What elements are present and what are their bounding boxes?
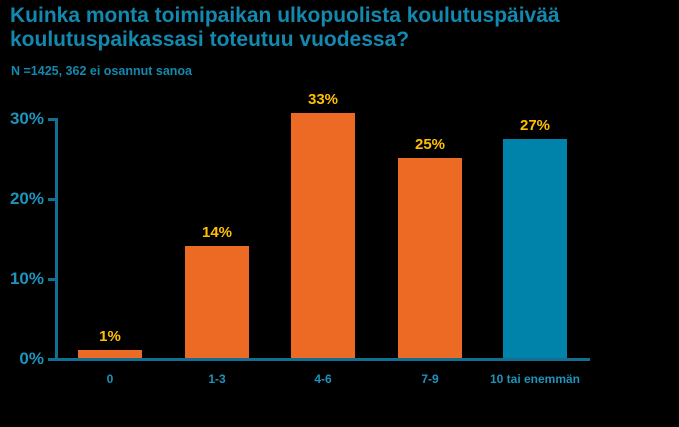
bar-7-9 <box>398 158 462 358</box>
x-category-label: 4-6 <box>314 372 332 386</box>
y-tick-mark <box>48 278 56 281</box>
bar-value-label: 27% <box>519 117 551 134</box>
x-category-label: 10 tai enemmän <box>489 372 581 386</box>
y-tick-label: 30% <box>9 109 44 128</box>
bar-value-label: 14% <box>201 224 233 241</box>
x-category-label: 1-3 <box>208 372 226 386</box>
y-tick-label: 20% <box>9 189 44 208</box>
y-tick-mark <box>48 358 56 361</box>
x-category-label: 7-9 <box>421 372 439 386</box>
y-tick-mark <box>48 118 56 121</box>
bar-value-label: 1% <box>99 328 121 345</box>
chart-title: Kuinka monta toimipaikan ulkopuolista ko… <box>10 4 560 51</box>
bar-1-3 <box>185 246 249 358</box>
x-category-label: 0 <box>106 372 114 386</box>
x-axis-line <box>55 358 590 361</box>
bar-4-6 <box>291 113 355 358</box>
bar-10-tai-enemmän <box>503 139 567 358</box>
bar-value-label: 33% <box>307 91 339 108</box>
y-axis-line <box>55 118 58 361</box>
y-tick-mark <box>48 198 56 201</box>
y-tick-label: 10% <box>9 269 44 288</box>
y-tick-label: 0% <box>19 349 44 368</box>
chart-subtitle: N =1425, 362 ei osannut sanoa <box>11 64 192 78</box>
bar-0 <box>78 350 142 358</box>
bar-value-label: 25% <box>414 136 446 153</box>
